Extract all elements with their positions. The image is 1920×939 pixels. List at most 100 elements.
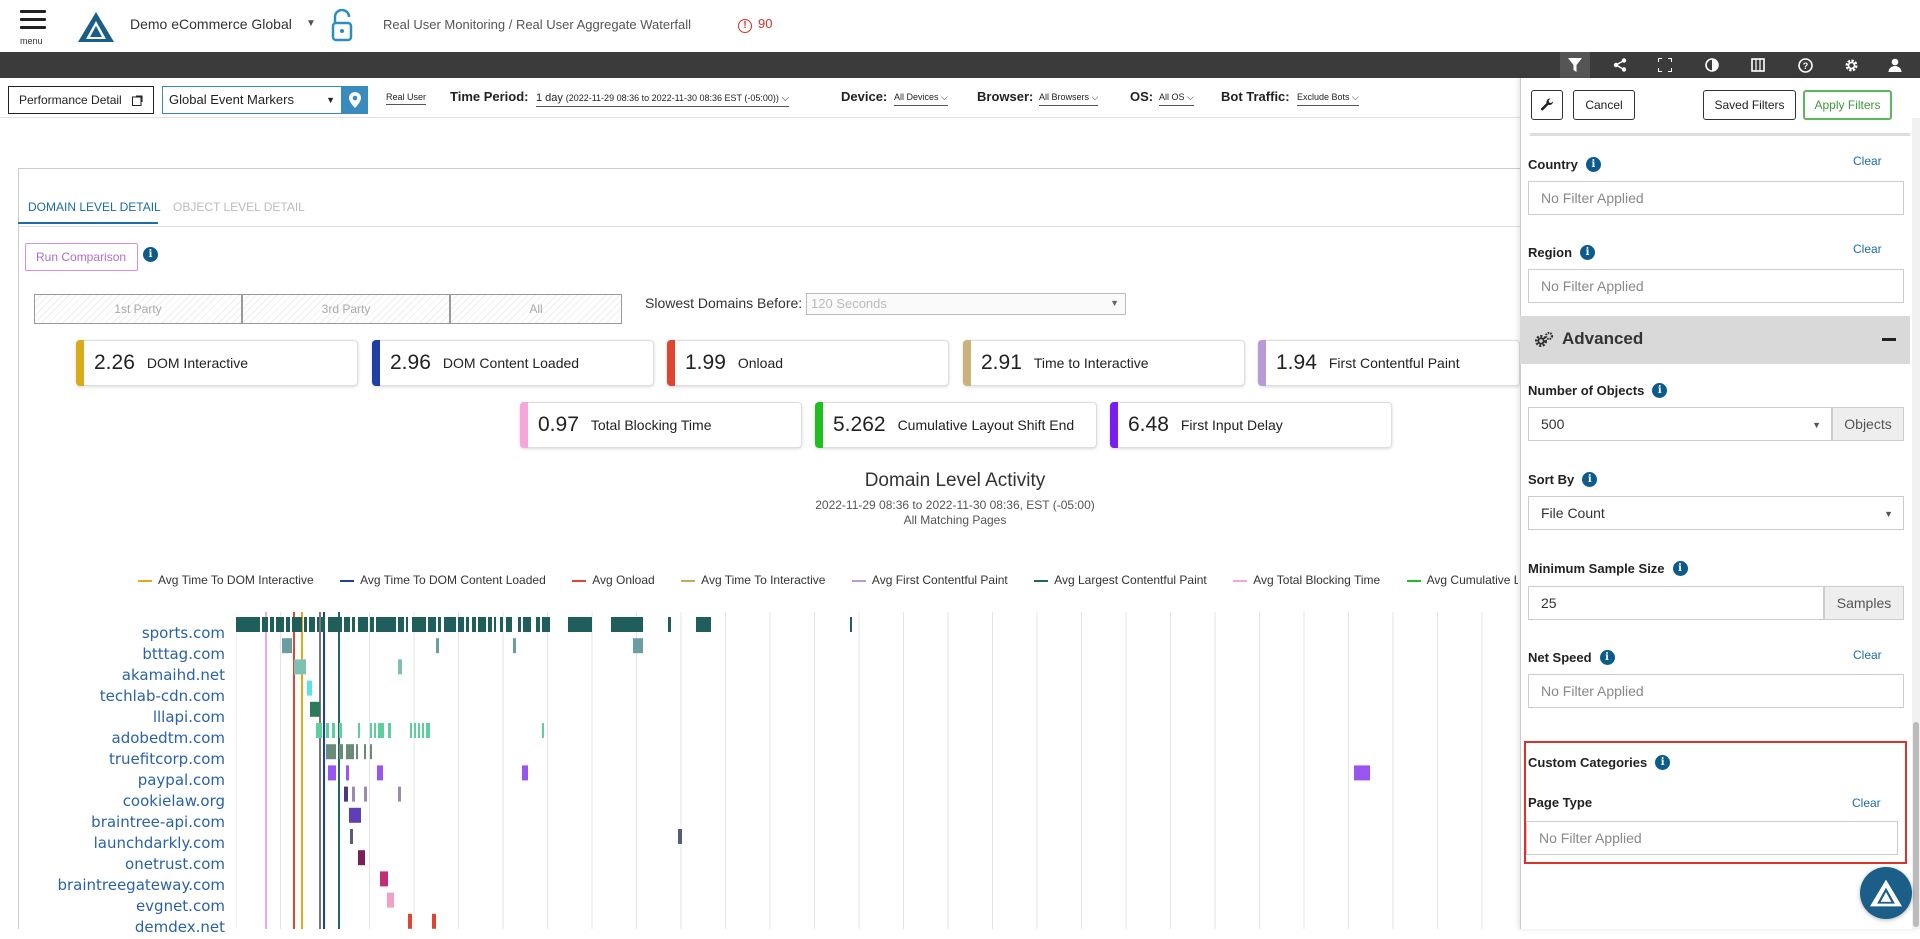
drawer-scrollbar-thumb[interactable]: [1913, 722, 1919, 927]
collapse-icon[interactable]: [1882, 338, 1896, 341]
domain-label[interactable]: sports.com: [141, 624, 225, 642]
time-period-select[interactable]: 1 day (2022-11-29 08:36 to 2022-11-30 08…: [536, 92, 790, 107]
num-objects-select[interactable]: 500 ▼: [1528, 407, 1832, 441]
real-user-toggle[interactable]: Real User: [386, 92, 427, 105]
third-party-button[interactable]: 3rd Party: [242, 294, 450, 324]
info-icon[interactable]: i: [1582, 472, 1598, 487]
os-label: OS:: [1130, 89, 1154, 104]
domain-label[interactable]: braintree-api.com: [91, 813, 225, 831]
contrast-icon[interactable]: [1697, 52, 1727, 78]
columns-icon[interactable]: [1743, 52, 1773, 78]
waterfall-bar: [387, 892, 394, 908]
domain-label[interactable]: braintreegateway.com: [57, 876, 225, 894]
bot-traffic-select[interactable]: Exclude Bots ⌵: [1297, 92, 1359, 106]
sort-by-select[interactable]: File Count ▼: [1528, 496, 1904, 530]
apply-filters-button[interactable]: Apply Filters: [1803, 90, 1892, 120]
metric-value: 0.97: [538, 413, 579, 436]
domain-label[interactable]: lllapi.com: [152, 708, 225, 726]
tab-domain-level-detail[interactable]: DOMAIN LEVEL DETAIL: [28, 200, 161, 214]
waterfall-bar: [398, 659, 402, 675]
company-logo[interactable]: [78, 12, 114, 47]
advanced-section-header[interactable]: Advanced: [1520, 316, 1910, 364]
legend-item[interactable]: Avg First Contentful Paint: [851, 573, 1008, 587]
share-icon[interactable]: [1605, 52, 1635, 78]
info-icon[interactable]: i: [1599, 650, 1615, 665]
metric-color-bar: [1110, 402, 1118, 448]
domain-label[interactable]: truefitcorp.com: [108, 750, 225, 768]
net-speed-input[interactable]: No Filter Applied: [1528, 674, 1904, 708]
slowest-domains-select[interactable]: 120 Seconds ▼: [806, 293, 1126, 315]
legend-item[interactable]: Avg Time To Interactive: [681, 573, 825, 587]
filter-icon[interactable]: [1560, 52, 1590, 78]
domain-label[interactable]: cookielaw.org: [122, 792, 225, 810]
legend-label: Avg Time To DOM Content Loaded: [360, 573, 546, 587]
wrench-button[interactable]: [1531, 90, 1563, 120]
country-input[interactable]: No Filter Applied: [1528, 181, 1904, 215]
gear-icon[interactable]: [1836, 52, 1866, 78]
legend-item[interactable]: Avg Time To DOM Interactive: [138, 573, 314, 587]
performance-detail-button[interactable]: Performance Detail: [8, 86, 154, 114]
legend-item[interactable]: Avg Cumulative Layo: [1406, 573, 1518, 587]
user-icon[interactable]: [1880, 52, 1910, 78]
cancel-button[interactable]: Cancel: [1573, 90, 1635, 120]
sort-by-label-text: Sort By: [1528, 472, 1575, 487]
metric-color-bar: [815, 402, 823, 448]
domain-label[interactable]: launchdarkly.com: [93, 834, 225, 852]
info-icon[interactable]: i: [143, 247, 158, 262]
time-period-value: 1 day: [536, 92, 563, 104]
domain-label[interactable]: evgnet.com: [135, 897, 225, 915]
info-icon[interactable]: i: [1652, 383, 1668, 398]
saved-filters-button[interactable]: Saved Filters: [1703, 90, 1796, 120]
device-value: All Devices: [894, 92, 939, 102]
drawer-scrollbar[interactable]: [1912, 118, 1920, 929]
run-comparison-button[interactable]: Run Comparison: [25, 243, 138, 271]
chevron-down-icon[interactable]: ▼: [306, 18, 316, 29]
browser-select[interactable]: All Browsers ⌵: [1039, 92, 1099, 106]
info-icon[interactable]: i: [1585, 157, 1601, 172]
fullscreen-icon[interactable]: [1650, 52, 1680, 78]
domain-label[interactable]: onetrust.com: [125, 855, 225, 873]
page-type-clear-link[interactable]: Clear: [1852, 796, 1881, 810]
alert-badge[interactable]: ! 90: [738, 16, 772, 33]
region-clear-link[interactable]: Clear: [1853, 242, 1882, 256]
tab-object-level-detail[interactable]: OBJECT LEVEL DETAIL: [173, 200, 305, 214]
help-icon[interactable]: ?: [1790, 52, 1820, 78]
app-name[interactable]: Demo eCommerce Global: [130, 16, 292, 32]
info-icon[interactable]: i: [1655, 755, 1671, 770]
first-party-button[interactable]: 1st Party: [34, 294, 242, 324]
metric-card-total-blocking-time: 0.97 Total Blocking Time: [520, 402, 802, 448]
domain-label[interactable]: techlab-cdn.com: [99, 687, 225, 705]
assistant-button[interactable]: [1860, 867, 1912, 919]
domain-label[interactable]: paypal.com: [137, 771, 225, 789]
legend-label: Avg Time To DOM Interactive: [158, 573, 314, 587]
min-sample-input[interactable]: 25: [1528, 586, 1824, 620]
net-speed-clear-link[interactable]: Clear: [1853, 648, 1882, 662]
waterfall-bar: [358, 723, 360, 738]
legend-item[interactable]: Avg Time To DOM Content Loaded: [340, 573, 546, 587]
metric-value: 1.99: [685, 351, 726, 374]
legend-item[interactable]: Avg Onload: [572, 573, 655, 587]
legend-item[interactable]: Avg Largest Contentful Paint: [1034, 573, 1207, 587]
device-select[interactable]: All Devices ⌵: [894, 92, 948, 106]
waterfall-bar: [466, 617, 469, 632]
legend-item[interactable]: Avg Total Blocking Time: [1233, 573, 1380, 587]
info-icon[interactable]: i: [1672, 561, 1688, 576]
metric-color-bar: [1258, 340, 1266, 386]
domain-label[interactable]: akamaihd.net: [121, 666, 225, 684]
legend-label: Avg Cumulative Layo: [1426, 573, 1518, 587]
event-markers-select[interactable]: Global Event Markers ▼: [162, 86, 342, 114]
map-pin-button[interactable]: [342, 86, 368, 114]
metric-value: 2.96: [390, 351, 431, 374]
country-clear-link[interactable]: Clear: [1853, 154, 1882, 168]
region-input[interactable]: No Filter Applied: [1528, 269, 1904, 303]
menu-icon[interactable]: [20, 10, 46, 34]
domain-label[interactable]: btttag.com: [142, 645, 225, 663]
info-icon[interactable]: i: [1580, 245, 1596, 260]
unlock-icon[interactable]: [330, 8, 354, 48]
domain-label[interactable]: adobedtm.com: [111, 729, 225, 747]
all-party-button[interactable]: All: [450, 294, 622, 324]
waterfall-bar: [506, 617, 512, 632]
os-select[interactable]: All OS ⌵: [1159, 92, 1194, 106]
browser-label: Browser:: [977, 89, 1034, 104]
page-type-input[interactable]: No Filter Applied: [1526, 821, 1898, 855]
